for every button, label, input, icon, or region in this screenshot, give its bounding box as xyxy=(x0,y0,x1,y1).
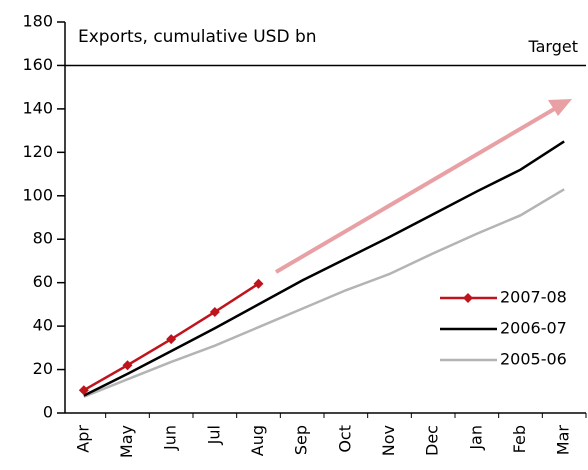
y-tick-label: 20 xyxy=(33,359,53,378)
x-tick-label: Jan xyxy=(466,425,485,451)
x-tick-label: Sep xyxy=(292,425,311,455)
y-tick-label: 140 xyxy=(22,98,53,117)
x-tick-label: Feb xyxy=(510,425,529,453)
x-tick-label: Nov xyxy=(379,425,398,456)
legend-label: 2006-07 xyxy=(500,319,567,338)
x-tick-label: Aug xyxy=(248,425,267,456)
arrow-shaft xyxy=(274,106,558,274)
x-tick-label: Jul xyxy=(204,425,223,445)
series-marker xyxy=(122,360,133,371)
x-tick-label: Jun xyxy=(161,425,180,451)
y-tick-label: 60 xyxy=(33,272,53,291)
y-tick-label: 0 xyxy=(43,403,53,422)
trend-arrow xyxy=(274,99,572,274)
target-label: Target xyxy=(528,37,579,56)
y-tick-label: 80 xyxy=(33,229,53,248)
x-tick-label: May xyxy=(117,425,136,458)
y-tick-label: 160 xyxy=(22,55,53,74)
x-tick-label: Mar xyxy=(554,425,573,456)
y-tick-label: 180 xyxy=(22,12,53,31)
legend-label: 2005-06 xyxy=(500,350,567,369)
y-tick-label: 120 xyxy=(22,142,53,161)
series-marker xyxy=(78,385,89,396)
x-tick-label: Dec xyxy=(423,425,442,456)
y-tick-label: 40 xyxy=(33,316,53,335)
series-line xyxy=(83,140,565,397)
chart-title: Exports, cumulative USD bn xyxy=(78,27,317,47)
series-line xyxy=(83,188,565,398)
legend-label: 2007-08 xyxy=(500,288,567,307)
series-marker xyxy=(209,306,220,317)
y-tick-label: 100 xyxy=(22,185,53,204)
series-marker xyxy=(166,334,177,345)
x-tick-label: Apr xyxy=(73,425,92,453)
x-tick-label: Oct xyxy=(335,425,354,453)
legend-marker xyxy=(463,293,473,303)
arrow-head xyxy=(548,99,572,116)
series-marker xyxy=(253,278,264,289)
